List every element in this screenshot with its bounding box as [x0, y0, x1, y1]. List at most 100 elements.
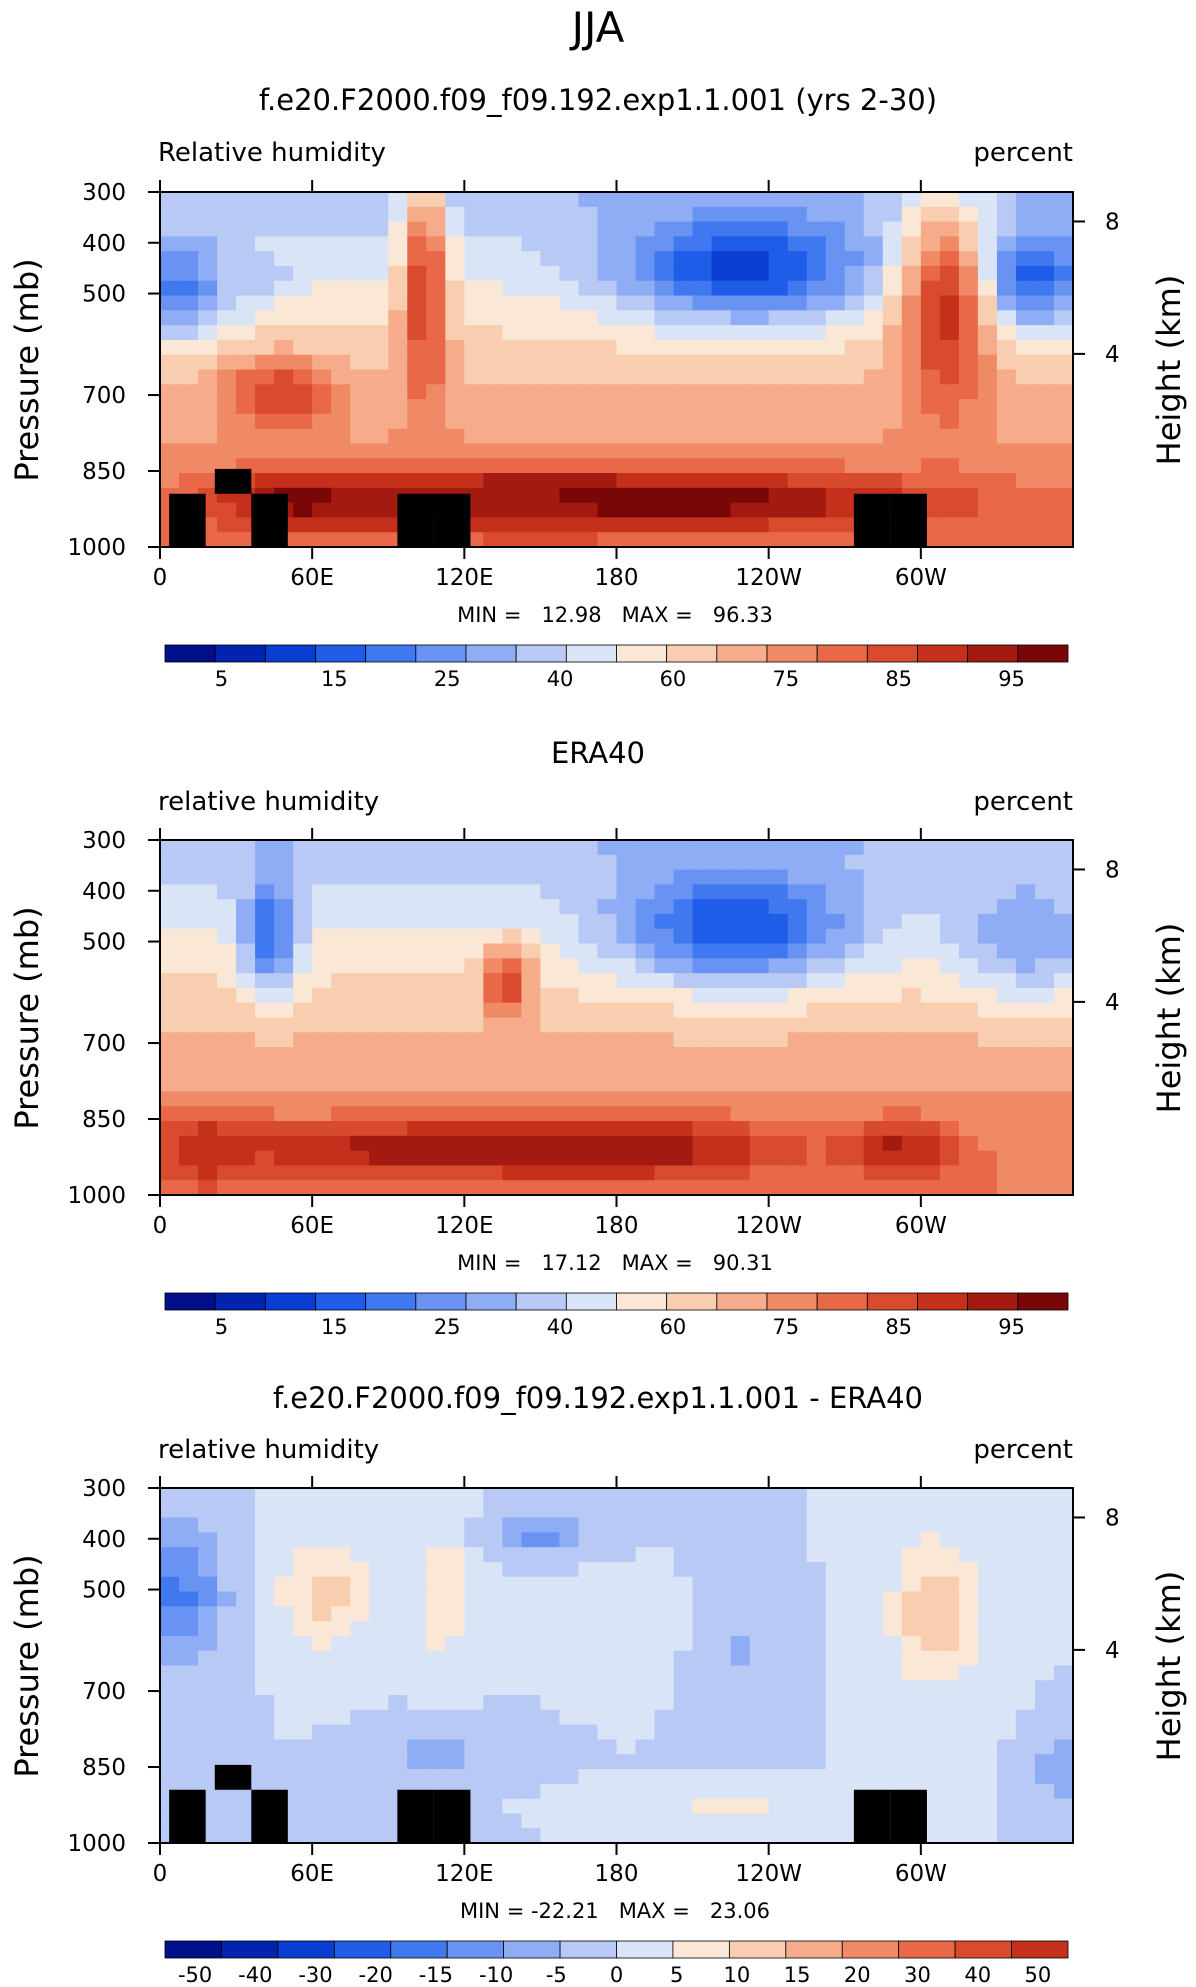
- panel-1-cell: [882, 384, 903, 400]
- panel-2-cell: [198, 869, 218, 885]
- panel-2-cell: [559, 884, 580, 900]
- panel-2-cell: [711, 884, 732, 900]
- panel-1-cell: [236, 532, 256, 548]
- panel-3-cell: [483, 1635, 503, 1652]
- panel-2-cell: [540, 987, 561, 1004]
- panel-3-cell: [1034, 1576, 1055, 1593]
- panel-2-cell: [445, 1180, 465, 1196]
- panel-1-cell: [540, 443, 561, 459]
- panel-1-cell: [920, 399, 941, 415]
- panel-1-cell: [654, 280, 675, 297]
- panel-1-cell: [939, 532, 960, 548]
- panel-1-cell: [350, 369, 370, 385]
- panel-3-cell: [388, 1517, 408, 1533]
- panel-1-cell: [787, 325, 808, 341]
- panel-3-cell: [616, 1680, 637, 1696]
- panel-2-cell: [274, 973, 294, 989]
- panel-1-cell: [483, 517, 503, 533]
- panel-3-cell: [977, 1561, 998, 1578]
- panel-1-cell: [616, 354, 637, 371]
- panel-2-cell: [654, 1135, 675, 1152]
- panel-1-left-label: Relative humidity: [158, 138, 386, 168]
- panel-3-cell: [692, 1576, 713, 1593]
- panel-3-cell: [578, 1739, 599, 1755]
- panel-3-cell: [844, 1680, 865, 1696]
- panel-3-cell: [559, 1561, 580, 1578]
- panel-2-cell: [654, 1002, 675, 1019]
- panel-2-cell: [692, 1135, 713, 1152]
- panel-1-cell: [920, 251, 941, 267]
- panel-3-cell: [1015, 1680, 1036, 1696]
- panel-1-cell: [502, 251, 522, 267]
- panel-3-cell: [559, 1739, 580, 1755]
- panel-2-cell: [464, 1017, 484, 1033]
- panel-2-cell: [426, 899, 446, 915]
- panel-1-cell: [1034, 399, 1055, 415]
- panel-3-cell: [388, 1561, 408, 1578]
- panel-2-cell: [198, 1047, 218, 1063]
- panel-2-colorbar-box: [1017, 1292, 1069, 1311]
- panel-3-cell: [578, 1709, 599, 1726]
- panel-3-cell: [844, 1547, 865, 1563]
- panel-3-cell: [1053, 1769, 1074, 1785]
- panel-3-cell: [426, 1665, 446, 1681]
- panel-1-cell: [616, 517, 637, 533]
- panel-1-cell: [692, 354, 713, 371]
- panel-2-cell: [1053, 1165, 1074, 1181]
- panel-3-cell: [350, 1606, 370, 1622]
- panel-2-cell: [502, 1032, 522, 1048]
- panel-1-cell: [882, 413, 903, 430]
- panel-3-cell: [1034, 1739, 1055, 1755]
- panel-3-cell: [331, 1709, 351, 1726]
- panel-1-cell: [217, 206, 237, 223]
- panel-2-cell: [388, 1150, 408, 1167]
- panel-3-cell: [616, 1606, 637, 1622]
- panel-2-cell: [274, 1106, 294, 1122]
- panel-2-cell: [654, 958, 675, 974]
- panel-2-cell: [426, 1076, 446, 1093]
- panel-1-cell: [806, 443, 827, 459]
- panel-2-cell: [274, 854, 294, 871]
- panel-3-cell: [1034, 1813, 1055, 1829]
- panel-1-cell: [1034, 310, 1055, 326]
- panel-3-cell: [255, 1724, 275, 1741]
- panel-1-cell: [521, 236, 542, 252]
- panel-2-cell: [692, 958, 713, 974]
- panel-1-cell: [711, 310, 732, 326]
- panel-3-cell: [274, 1488, 294, 1504]
- panel-2-cell: [901, 1017, 922, 1033]
- panel-1-cell: [711, 399, 732, 415]
- panel-1-cell: [350, 354, 370, 371]
- panel-3-cell: [217, 1680, 237, 1696]
- panel-1-cell: [1034, 487, 1055, 504]
- panel-2-cell: [825, 1076, 846, 1093]
- panel-3-cell: [160, 1606, 180, 1622]
- panel-1-cell: [749, 399, 770, 415]
- panel-3-cell: [958, 1828, 979, 1844]
- panel-1-cell: [1034, 473, 1055, 489]
- panel-1-cell: [388, 399, 408, 415]
- panel-2-cell: [616, 1002, 637, 1019]
- panel-2-cell: [787, 1047, 808, 1063]
- panel-3-cell: [616, 1724, 637, 1741]
- panel-2-cell: [920, 854, 941, 871]
- panel-2-cell: [996, 1165, 1017, 1181]
- panel-1-cell: [350, 428, 370, 445]
- panel-2-cell: [198, 1165, 218, 1181]
- panel-3-cell: [426, 1695, 446, 1711]
- panel-3-cell: [977, 1502, 998, 1519]
- panel-1-cell: [540, 325, 561, 341]
- panel-2-cell: [882, 987, 903, 1004]
- panel-2-cell: [977, 1076, 998, 1093]
- panel-1-cell: [673, 236, 694, 252]
- panel-1-cell: [920, 369, 941, 385]
- panel-1-cell: [198, 413, 218, 430]
- panel-1-cell: [711, 517, 732, 533]
- panel-3-cell: [198, 1561, 218, 1578]
- panel-3-cell: [1053, 1606, 1074, 1622]
- panel-1-cell: [1053, 502, 1074, 519]
- panel-2-cell: [464, 1002, 484, 1019]
- panel-2-cell: [388, 1165, 408, 1181]
- panel-3-cell: [920, 1665, 941, 1681]
- panel-2-cell: [293, 913, 313, 930]
